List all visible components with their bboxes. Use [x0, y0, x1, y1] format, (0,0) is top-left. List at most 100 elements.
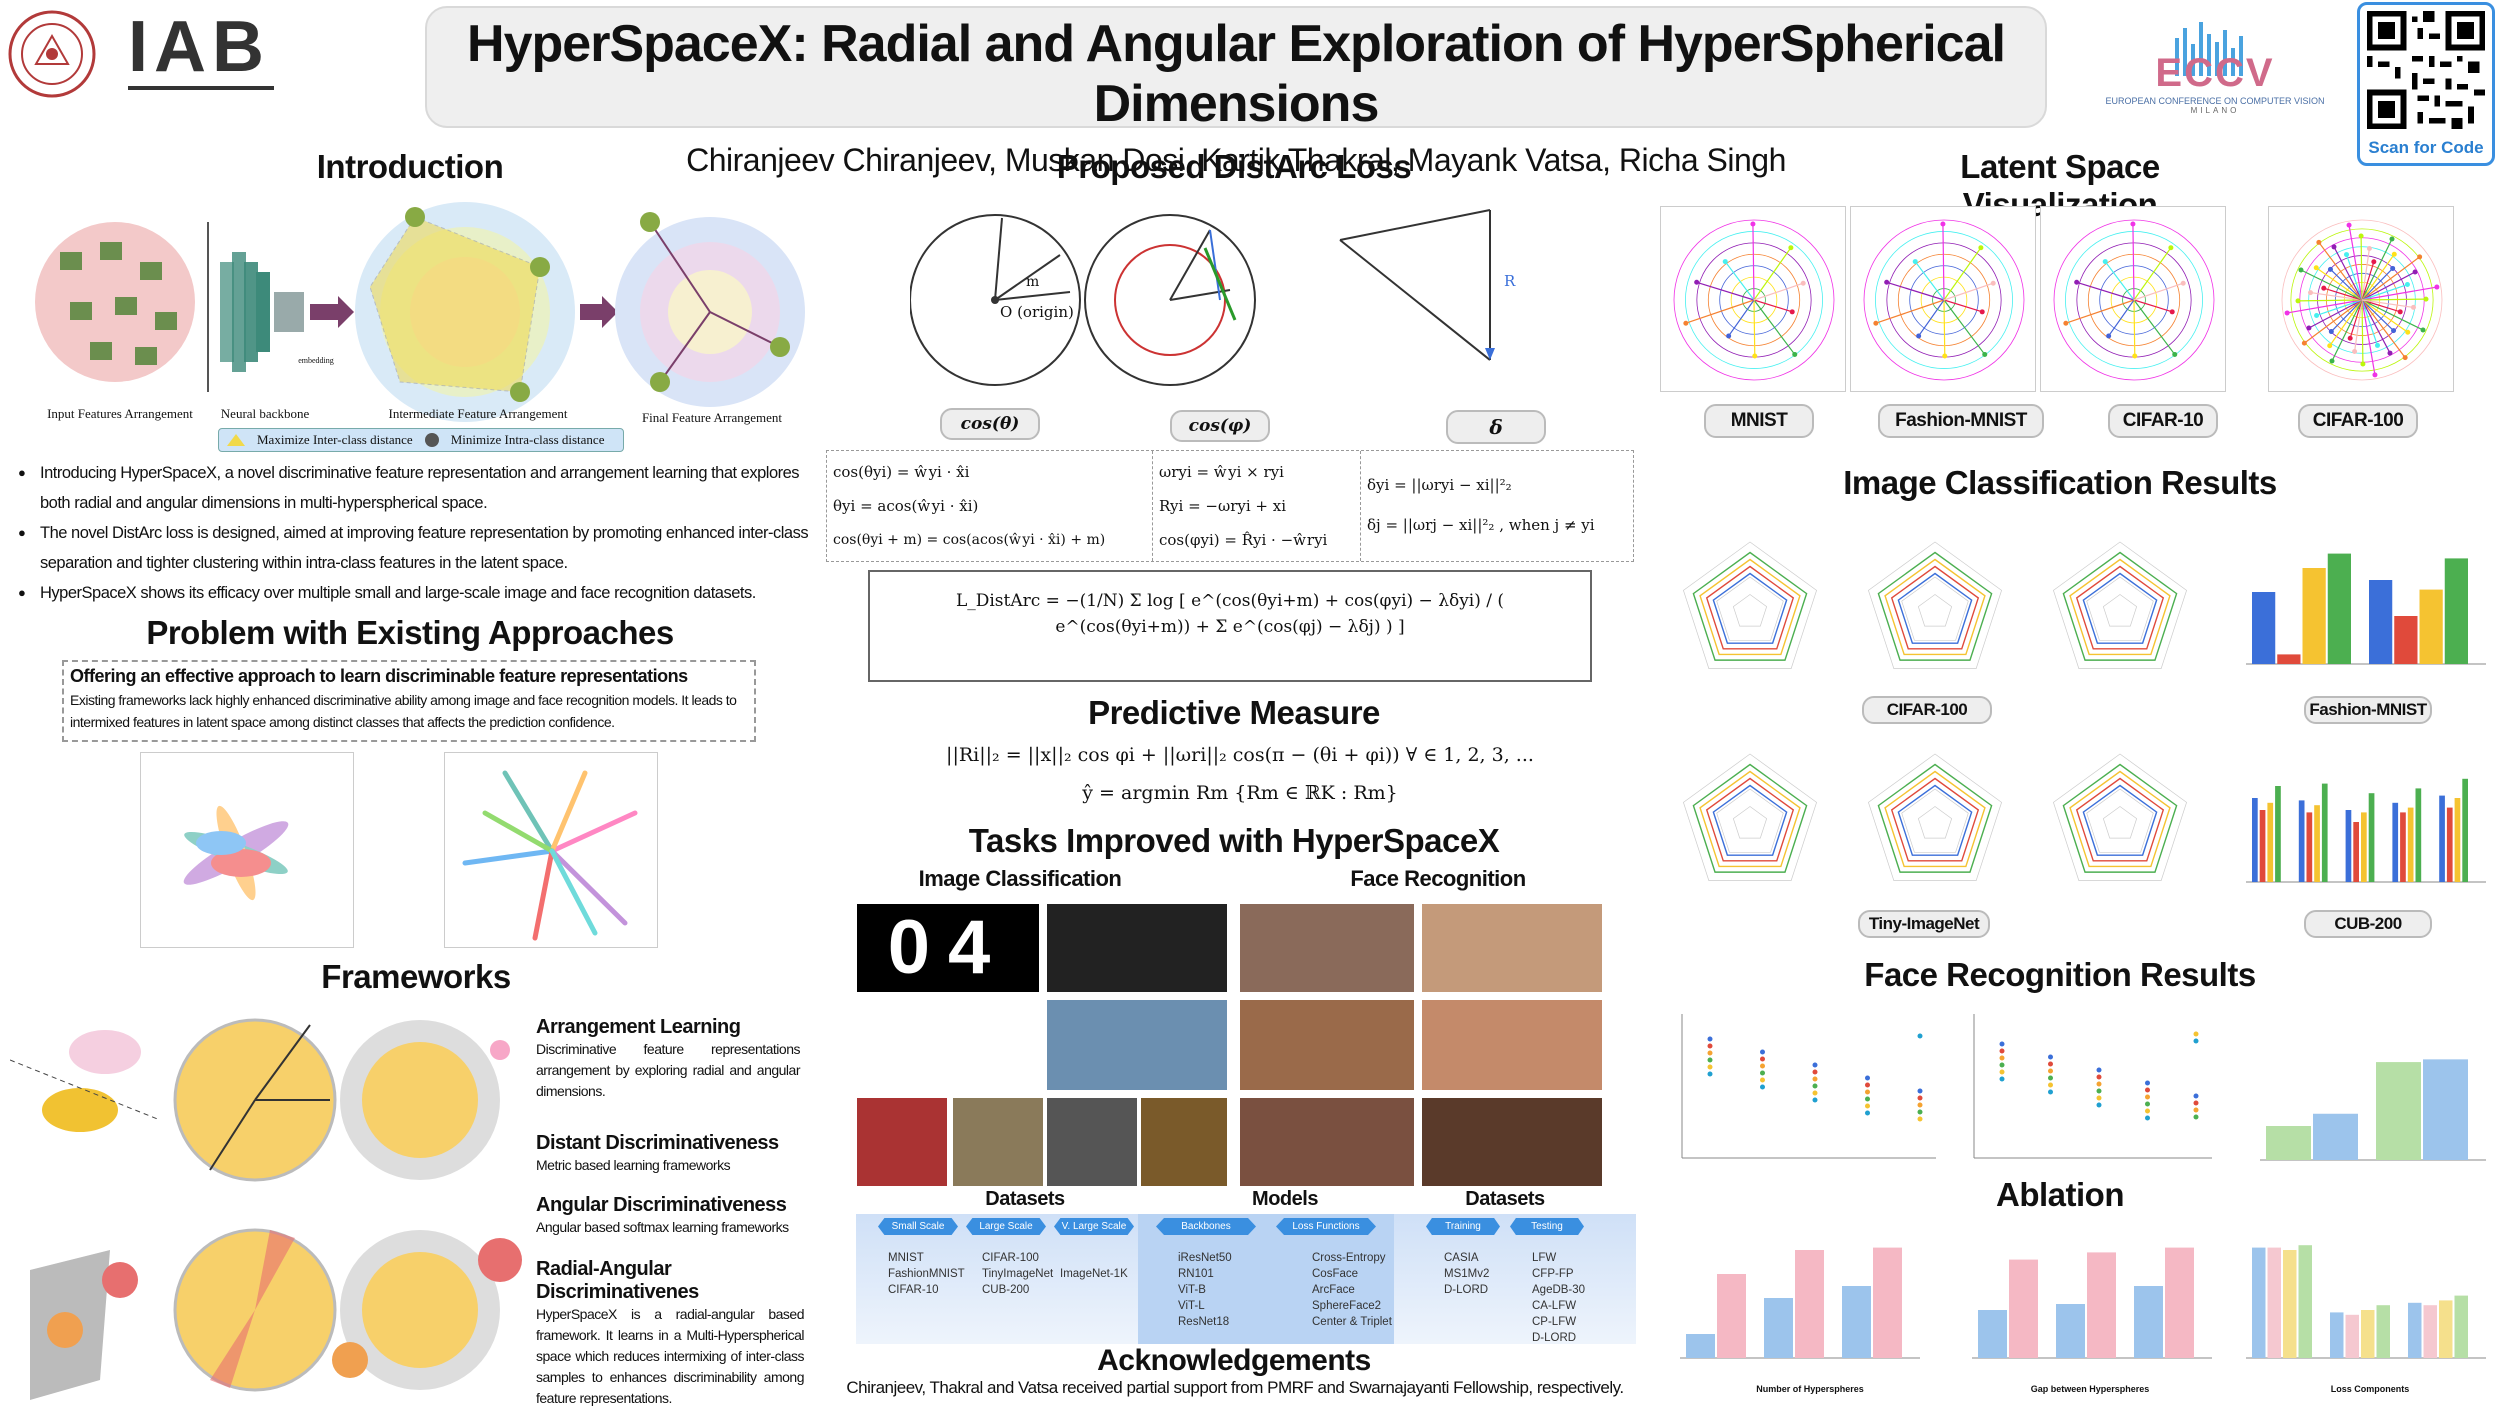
radial-label: R: [1504, 272, 1516, 290]
class-point: [2346, 222, 2352, 228]
class-point: [2306, 325, 2312, 331]
tag-vlarge-scale: V. Large Scale: [1054, 1218, 1134, 1235]
radar-series: [1877, 551, 1993, 661]
radar-series: [1897, 784, 1973, 856]
radar-grid: [2102, 806, 2138, 839]
framework-title: Angular Discriminativeness: [536, 1194, 787, 1216]
qr-code-panel[interactable]: Scan for Code: [2357, 2, 2495, 166]
predictive-heading: Predictive Measure: [1088, 694, 1380, 731]
radar-grid: [1868, 753, 2002, 881]
class-point: [2132, 353, 2138, 359]
bar: [1978, 1310, 2007, 1358]
class-vector: [1942, 223, 1945, 301]
latent-plot-cifar10: [2040, 206, 2226, 392]
bar: [2302, 568, 2326, 664]
class-vector: [2104, 261, 2135, 301]
data-point: [1760, 1063, 1765, 1069]
intro-heading: Introduction: [316, 148, 504, 185]
pill-cos-phi: cos(φ): [1170, 410, 1270, 442]
img-cls-label-fashion: Fashion-MNIST: [2304, 696, 2432, 724]
class-vector: [1943, 282, 1994, 301]
bar: [1842, 1286, 1871, 1358]
radar-grid: [1917, 594, 1953, 627]
hypersphere-ring: [1707, 253, 1801, 347]
ds-item: CA-LFW: [1532, 1300, 1577, 1312]
class-vector: [2303, 299, 2363, 344]
radar-grid: [1683, 541, 1817, 669]
radar-series: [1699, 558, 1801, 656]
bar: [2419, 589, 2443, 664]
bar: [2444, 558, 2468, 664]
bird-sample: [1047, 1000, 1227, 1090]
ds-item: D-LORD: [1532, 1332, 1577, 1344]
class-point: [2352, 348, 2358, 354]
data-point: [2193, 1093, 2199, 1099]
framework-item-3: Angular Discriminativeness Angular based…: [536, 1194, 800, 1238]
data-point: [1917, 1033, 1923, 1039]
origin-label: O (origin): [1000, 303, 1074, 321]
class-point: [2347, 335, 2353, 341]
data-point: [1917, 1116, 1923, 1122]
bar: [2252, 592, 2276, 664]
class-vector: [1753, 247, 1792, 301]
data-point: [1999, 1076, 2005, 1082]
bar: [2277, 654, 2301, 664]
ds-item: iResNet50: [1178, 1252, 1232, 1264]
mnist-sample: 04: [857, 904, 1039, 992]
class-point: [2417, 254, 2423, 260]
class-point: [1990, 280, 1996, 286]
class-point: [2390, 265, 2396, 271]
data-point: [1917, 1109, 1923, 1115]
data-point: [1760, 1084, 1765, 1090]
class-point: [2169, 309, 2175, 315]
data-point: [1812, 1062, 1818, 1068]
intro-label-backbone: Neural backbone: [220, 406, 310, 421]
framework-item-4: Radial-Angular Discriminativenes HyperSp…: [536, 1258, 805, 1406]
radar-series: [1705, 565, 1795, 650]
ack-text: Chiranjeev, Thakral and Vatsa received p…: [846, 1378, 1624, 1397]
data-point: [1999, 1041, 2005, 1047]
data-point: [1812, 1097, 1818, 1103]
data-point: [2193, 1114, 2199, 1120]
hypersphere-ring: [2087, 253, 2181, 347]
class-vector: [1875, 299, 1945, 324]
ablation-heading: Ablation: [1996, 1176, 2124, 1213]
bar: [2392, 802, 2399, 882]
bar: [2330, 1312, 2344, 1358]
legend-inter: Maximize Inter-class distance: [257, 432, 413, 447]
class-point: [1979, 309, 1985, 315]
class-vector: [1753, 299, 1796, 355]
iab-logo-text: IAB: [128, 7, 270, 87]
class-vector: [2361, 299, 2424, 331]
bar: [2415, 788, 2422, 882]
col-training: CASIA MS1Mv2 D-LORD: [1444, 1250, 1489, 1298]
radar-grid: [1732, 806, 1768, 839]
class-vector: [2361, 299, 2414, 309]
class-point: [1884, 279, 1890, 285]
class-point: [2284, 310, 2290, 316]
class-vector: [2361, 299, 2401, 313]
data-point: [2145, 1080, 2150, 1086]
eq-delta-yi: δyi = ||ωryi − xi||²₂: [1367, 476, 1512, 494]
poster-title: HyperSpaceX: Radial and Angular Explorat…: [467, 15, 2006, 133]
ack-heading: Acknowledgements: [1097, 1344, 1371, 1377]
bar: [1873, 1247, 1902, 1358]
face-sample: [1240, 904, 1414, 992]
data-point: [2048, 1089, 2053, 1095]
bar: [2353, 822, 2359, 882]
radar-grid: [1917, 806, 1953, 839]
framework-title: Distant Discriminativeness: [536, 1132, 779, 1154]
class-point: [2423, 296, 2429, 302]
class-vector: [1753, 299, 1793, 313]
radar-series: [1884, 558, 1986, 656]
legend-triangle-icon: [227, 434, 245, 446]
ds-item: FashionMNIST: [888, 1268, 965, 1280]
radar-grid: [2053, 753, 2187, 881]
ds-item: RN101: [1178, 1268, 1214, 1280]
ds-item: ViT-B: [1178, 1284, 1206, 1296]
iab-logo: IAB: [128, 10, 278, 110]
class-vector: [2361, 256, 2421, 301]
radar-grid: [2086, 576, 2154, 641]
data-point: [2193, 1107, 2199, 1113]
bar: [2400, 812, 2406, 882]
